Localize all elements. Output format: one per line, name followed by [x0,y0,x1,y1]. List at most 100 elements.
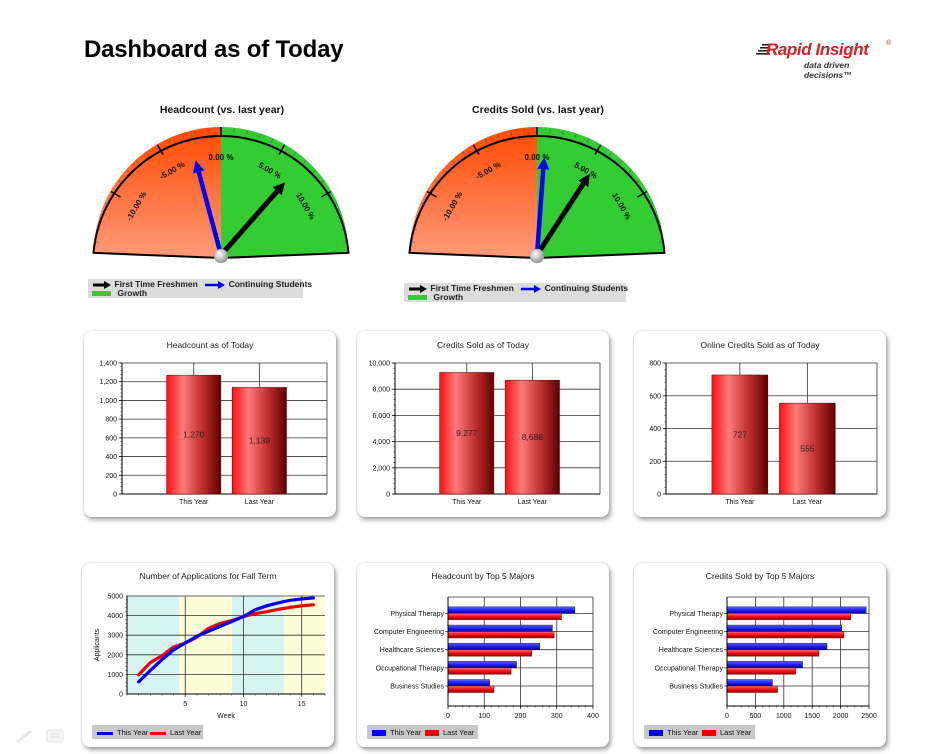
gauge-dial: -10.00 %-5.00 %0.00 %5.00 %10.00 % [408,127,666,264]
hbar-chart-credits-majors: 0 500 1000 1500 2000 2500 Physical Therapy Comp… [653,596,877,720]
svg-text:1500: 1500 [804,713,820,720]
svg-text:Occupational Therapy: Occupational Therapy [376,665,445,672]
chart-title: Credits Sold as of Today [437,340,529,350]
svg-text:Physical Therapy: Physical Therapy [390,611,444,618]
svg-text:8,000: 8,000 [372,387,390,394]
legend-this-year: This Year [667,728,699,737]
black-arrow-icon [93,280,111,289]
last-year-line-swatch-icon [150,731,166,735]
svg-text:200: 200 [649,459,661,466]
svg-text:2,000: 2,000 [372,465,390,472]
svg-text:0.00 %: 0.00 % [209,153,234,162]
svg-text:400: 400 [105,454,117,461]
chart-legend: This Year Last Year [92,725,203,739]
legend-last-year: Last Year [170,728,202,737]
pen-icon[interactable] [14,728,34,744]
growth-swatch-icon [92,291,111,297]
chart-legend: This Year Last Year [367,725,478,739]
chart-legend: This Year Last Year [644,725,755,739]
svg-text:1,139: 1,139 [249,436,271,446]
svg-text:1000: 1000 [776,713,792,720]
rapid-insight-logo: Rapid Insight ® data driven decisions™ [756,40,896,80]
legend-last-year: Last Year [443,728,475,737]
legend-last-year: Last Year [720,728,752,737]
slideshow-toolbar [12,728,92,748]
card-online-credits-today: Online Credits Sold as of Today 0 200 400 6… [634,331,886,517]
svg-text:Last Year: Last Year [518,499,548,506]
this-year-line-swatch-icon [97,731,113,735]
svg-text:555: 555 [800,444,814,454]
last-year-swatch-icon [425,730,439,737]
svg-text:Physical Therapy: Physical Therapy [669,611,723,618]
svg-text:This Year: This Year [179,499,209,506]
svg-text:2500: 2500 [861,713,877,720]
legend-continuing-label: Continuing Students [228,279,313,289]
svg-text:Computer Engineering: Computer Engineering [374,629,444,636]
chart-title: Online Credits Sold as of Today [700,340,820,350]
svg-text:100: 100 [478,713,490,720]
last-year-swatch-icon [702,730,716,737]
svg-text:Business Studies: Business Studies [390,684,444,691]
svg-text:1,000: 1,000 [99,398,117,405]
chart-title: Headcount by Top 5 Majors [431,571,535,581]
this-year-swatch-icon [649,730,663,737]
svg-text:Applicants: Applicants [94,628,101,661]
svg-text:200: 200 [105,473,117,480]
gauge-dial: -10.00 %-5.00 %0.00 %5.00 %10.00 % [92,127,350,264]
gauge-title: Headcount (vs. last year) [159,104,285,116]
svg-text:300: 300 [551,713,563,720]
svg-text:6,000: 6,000 [372,413,390,420]
gauge-legend: First Time Freshmen Continuing Students … [404,283,629,302]
svg-text:800: 800 [105,417,117,424]
svg-text:10,000: 10,000 [369,361,391,368]
svg-text:8,686: 8,686 [522,432,544,442]
svg-text:500: 500 [750,713,762,720]
svg-text:Computer Engineering: Computer Engineering [653,629,723,636]
svg-text:10: 10 [240,701,248,708]
logo-brand: Rapid Insight [766,40,869,59]
legend-freshmen-label: First Time Freshmen [114,279,198,289]
legend-continuing-label: Continuing Students [544,283,629,293]
gauge-headcount: Headcount (vs. last year) -10.00 % -5.00 … [88,100,356,305]
svg-text:200: 200 [515,713,527,720]
legend-this-year: This Year [117,728,149,737]
svg-text:3000: 3000 [107,633,123,640]
logo-stripes-icon [756,44,770,55]
svg-text:This Year: This Year [452,499,482,506]
svg-text:0.00 %: 0.00 % [525,153,550,162]
svg-text:Healthcare Sciences: Healthcare Sciences [380,647,445,654]
svg-text:5000: 5000 [107,594,123,601]
card-headcount-today: Headcount as of Today 0 200 400 600 800 1,000… [84,331,336,517]
svg-text:Week: Week [217,713,235,720]
svg-text:400: 400 [587,713,599,720]
card-credits-majors: Credits Sold by Top 5 Majors 0 500 1000 150… [634,563,886,747]
gauge-legend: First Time Freshmen Continuing Students … [88,279,312,298]
chart-title: Headcount as of Today [166,340,254,350]
gauge-credits: Credits Sold (vs. last year) -10.00 % -5.… [404,100,672,305]
chart-title: Credits Sold by Top 5 Majors [705,571,815,581]
svg-text:0: 0 [119,692,123,699]
gauge-title: Credits Sold (vs. last year) [472,104,604,116]
legend-growth-label: Growth [433,292,464,302]
svg-text:9,277: 9,277 [456,428,478,438]
svg-text:2000: 2000 [833,713,849,720]
logo-tagline: data driven decisions™ [804,60,852,80]
bar-chart-online-credits: 0 200 400 600 800 727 This Year 555 Last Year [649,361,878,506]
svg-text:Healthcare Sciences: Healthcare Sciences [659,647,724,654]
svg-text:4,000: 4,000 [372,439,390,446]
svg-text:800: 800 [649,361,661,368]
svg-text:15: 15 [298,701,306,708]
page-title: Dashboard as of Today [84,36,344,63]
svg-text:0: 0 [657,492,661,499]
bar-chart-headcount: 0 200 400 600 800 1,000 1,200 1,400 1,270 This Ye… [99,361,328,506]
svg-text:1,270: 1,270 [183,430,205,440]
legend-growth-label: Growth [117,288,148,298]
card-credits-today: Credits Sold as of Today 0 2,000 4,000 6,00… [357,331,609,517]
svg-text:4000: 4000 [107,613,123,620]
svg-text:400: 400 [649,426,661,433]
svg-text:600: 600 [105,435,117,442]
chart-title: Number of Applications for Fall Term [139,571,277,581]
legend-this-year: This Year [390,728,422,737]
blue-arrow-icon [521,284,542,293]
menu-icon[interactable] [46,729,64,743]
